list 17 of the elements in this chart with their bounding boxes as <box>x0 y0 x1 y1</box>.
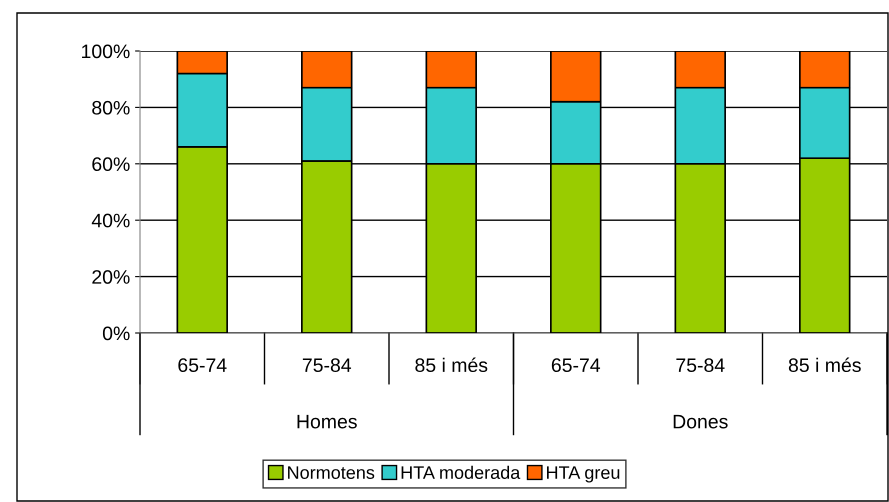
text: Dones <box>674 414 728 428</box>
y-tick-label: 60% <box>92 157 130 172</box>
y-tick-label: 20% <box>92 270 130 284</box>
x-tick-label: 75-84 <box>302 358 352 372</box>
x-tick-label: 75-84 <box>676 358 725 372</box>
x-tick-label: 65-74 <box>178 358 227 372</box>
y-tick-label: 100% <box>82 44 130 58</box>
x-tick-label: 85 i més <box>788 358 861 372</box>
text: Homes <box>298 414 357 428</box>
legend-label: HTA greu <box>547 466 620 483</box>
y-tick-label: 40% <box>92 214 130 228</box>
y-tick-label: 0% <box>102 326 130 340</box>
y-tick-label: 80% <box>92 100 130 115</box>
x-tick-label: 85 i més <box>415 358 488 372</box>
legend-label: Normotens <box>288 466 374 479</box>
legend-label: HTA moderada <box>402 466 520 479</box>
x-tick-label: 65-74 <box>552 358 600 372</box>
